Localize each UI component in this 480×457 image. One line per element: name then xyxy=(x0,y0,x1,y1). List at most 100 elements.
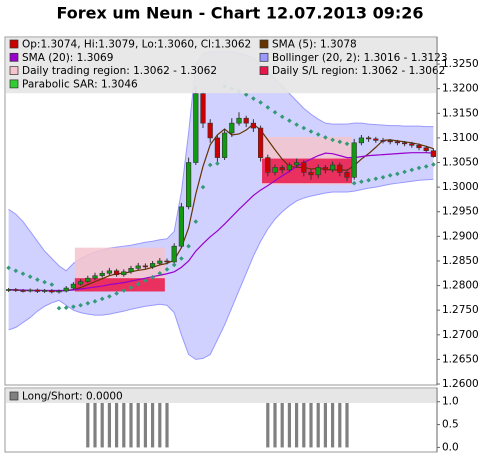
bar xyxy=(338,401,342,448)
sar-dot xyxy=(85,300,91,306)
bar xyxy=(93,401,97,448)
sar-dot xyxy=(49,282,55,287)
sar-dot xyxy=(366,177,371,183)
y-tick-label: 1.2950 xyxy=(442,206,479,218)
candle-body xyxy=(373,138,379,141)
candle-body xyxy=(337,164,343,173)
sar-dot xyxy=(135,281,141,287)
bar xyxy=(151,401,155,448)
sar-dot xyxy=(207,162,213,168)
chart-title: Forex um Neun - Chart 12.07.2013 09:26 xyxy=(56,4,423,23)
sar-dot xyxy=(171,262,177,268)
candle-body xyxy=(236,117,242,124)
sar-dot xyxy=(215,161,220,166)
sar-dot xyxy=(294,122,299,127)
legend-box xyxy=(6,389,436,403)
sar-dot xyxy=(279,114,285,120)
candle-body xyxy=(207,122,213,139)
band-lower xyxy=(8,178,434,360)
sar-dot xyxy=(251,96,256,101)
sar-dot xyxy=(179,256,184,261)
sar-dot xyxy=(416,165,422,171)
candle-body xyxy=(20,290,26,292)
candle-body xyxy=(401,142,408,145)
legend-label: Op:1.3074, Hi:1.3079, Lo:1.3060, Cl:1.30… xyxy=(22,39,251,51)
candle-body xyxy=(142,265,149,268)
sar-dot xyxy=(92,299,98,304)
candle-body xyxy=(272,167,278,173)
sar-dot xyxy=(99,296,105,302)
sar-dot xyxy=(143,278,148,283)
y-tick-label: 1.3000 xyxy=(442,181,479,193)
candle-body xyxy=(416,144,422,149)
candle-body xyxy=(322,167,329,171)
y-tick-label: 1.2650 xyxy=(442,353,479,365)
candle-body xyxy=(56,290,62,293)
bar xyxy=(129,401,133,448)
sar-dot xyxy=(200,184,206,190)
sar-dot xyxy=(193,219,199,224)
sar-dot xyxy=(157,270,163,276)
sar-dot xyxy=(402,169,407,175)
legend-swatch xyxy=(259,66,269,75)
candle-body xyxy=(149,263,156,268)
bar xyxy=(295,401,299,448)
candle-body xyxy=(301,162,307,173)
legend-swatch xyxy=(9,66,19,75)
region xyxy=(74,278,165,292)
sar-dot xyxy=(351,180,357,186)
sar-dot xyxy=(27,274,33,280)
sar-dot xyxy=(56,305,62,311)
sar-dot xyxy=(121,288,127,293)
bar xyxy=(86,401,90,448)
bar xyxy=(287,401,291,448)
candle-body xyxy=(351,142,357,178)
candle-body xyxy=(63,287,69,292)
candle-body xyxy=(308,172,314,176)
legend-swatch xyxy=(9,79,19,89)
candle-body xyxy=(221,132,228,158)
candle-body xyxy=(214,137,221,158)
sar-dot xyxy=(301,125,307,131)
candle-body xyxy=(178,206,185,247)
candle-body xyxy=(315,167,321,176)
sar-dot xyxy=(20,271,26,277)
legend-label: SMA (20): 1.3069 xyxy=(22,52,113,64)
candle-body xyxy=(92,275,98,279)
candle-body xyxy=(70,283,77,289)
candle-body xyxy=(157,260,163,264)
candle-body xyxy=(265,157,271,173)
sar-dot xyxy=(409,167,415,173)
y-tick-label: 1.3050 xyxy=(442,157,479,169)
candle-body xyxy=(135,265,141,269)
candle-body xyxy=(293,162,300,166)
sar-dot xyxy=(107,294,112,299)
sar-dot xyxy=(164,267,170,272)
candle-body xyxy=(27,289,33,292)
bar xyxy=(331,401,335,448)
sar-dot xyxy=(315,132,321,137)
candle-body xyxy=(185,162,192,208)
candle-body xyxy=(380,140,386,142)
sar-dot xyxy=(308,129,314,134)
legend-label: Long/Short: 0.0000 xyxy=(22,391,123,403)
sar-dot xyxy=(150,274,155,280)
y-tick-label: 1.2850 xyxy=(442,255,479,267)
sar-dot xyxy=(63,305,69,311)
sar-dot xyxy=(186,243,191,249)
legend-label: Bollinger (20, 2): 1.3016 - 1.3123 xyxy=(272,52,448,64)
candle-body xyxy=(329,164,336,171)
bar xyxy=(266,401,270,448)
candle-body xyxy=(171,245,177,263)
candle-body xyxy=(430,150,437,157)
y-tick-label: 1.2700 xyxy=(442,329,479,341)
sar-dot xyxy=(330,137,335,143)
sar-dot xyxy=(373,176,379,182)
sar-dot xyxy=(6,265,11,271)
bar xyxy=(280,401,284,448)
bar xyxy=(122,401,126,448)
sar-dot xyxy=(35,277,40,282)
bar xyxy=(100,401,104,448)
candle-body xyxy=(49,290,55,293)
candle-body xyxy=(243,117,249,124)
